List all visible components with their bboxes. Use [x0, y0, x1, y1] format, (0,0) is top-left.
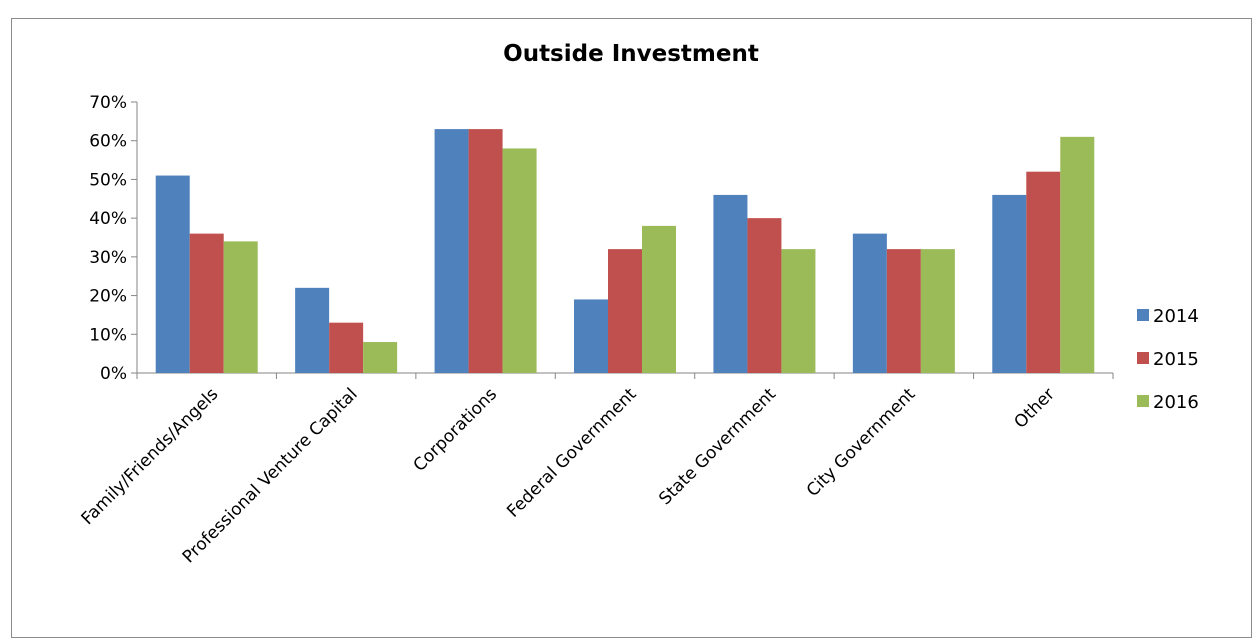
bar-2015 — [189, 233, 224, 373]
x-category-label: Corporations — [410, 384, 502, 476]
y-tick-label: 20% — [89, 287, 127, 307]
legend-swatch-2014 — [1137, 309, 1149, 321]
bar-2014 — [852, 233, 887, 373]
bar-2015 — [468, 129, 503, 373]
legend-swatch-2015 — [1137, 352, 1149, 364]
bar-2014 — [713, 194, 748, 373]
y-tick-label: 60% — [89, 132, 127, 152]
bar-2016 — [223, 241, 258, 373]
bar-2014 — [434, 129, 469, 373]
bar-2016 — [363, 342, 398, 373]
x-category-label: State Government — [655, 384, 780, 509]
x-category-label: Other — [1011, 384, 1059, 432]
bar-2014 — [155, 175, 190, 373]
x-category-label: Federal Government — [503, 384, 640, 521]
legend-label-2016: 2016 — [1153, 392, 1199, 413]
y-tick-label: 40% — [89, 209, 127, 229]
y-tick-label: 30% — [89, 248, 127, 268]
y-tick-label: 70% — [89, 93, 127, 113]
bar-2015 — [886, 249, 921, 373]
bar-2014 — [992, 194, 1027, 373]
plot-area: 0% 10% 20% 30% 40% 50% 60% 70% Family/Friends/An… — [78, 93, 1114, 567]
bar-2015 — [608, 249, 642, 373]
bar-2015 — [747, 218, 782, 373]
legend: 2014 2015 2016 — [1137, 306, 1199, 413]
bar-2016 — [1060, 136, 1095, 373]
x-category-label: Family/Friends/Angels — [78, 384, 223, 529]
bar-2016 — [642, 225, 676, 373]
bar-2015 — [329, 322, 364, 373]
bar-2016 — [920, 249, 955, 373]
bar-2016 — [502, 148, 537, 373]
x-category-label: City Government — [803, 384, 920, 501]
bar-2015 — [1026, 171, 1061, 373]
legend-label-2014: 2014 — [1153, 306, 1199, 327]
y-tick-label: 10% — [89, 325, 127, 345]
bar-2014 — [295, 287, 330, 373]
bar-2016 — [781, 249, 816, 373]
legend-swatch-2016 — [1137, 395, 1149, 407]
bar-2014 — [574, 299, 608, 373]
chart-title: Outside Investment — [503, 41, 759, 67]
y-tick-label: 50% — [89, 170, 127, 190]
legend-label-2015: 2015 — [1153, 349, 1199, 370]
y-tick-label: 0% — [100, 364, 127, 384]
